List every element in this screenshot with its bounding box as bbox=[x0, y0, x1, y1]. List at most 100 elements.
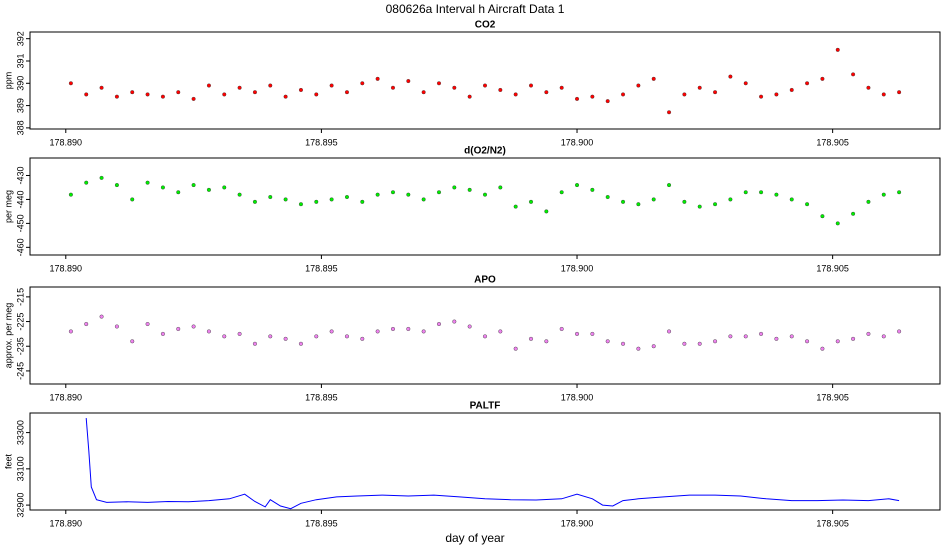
point bbox=[621, 341, 626, 346]
point bbox=[713, 90, 718, 95]
point bbox=[621, 199, 626, 204]
point bbox=[835, 47, 840, 52]
point bbox=[344, 195, 349, 200]
point bbox=[314, 334, 319, 339]
point bbox=[344, 334, 349, 339]
point bbox=[222, 185, 227, 190]
point bbox=[881, 92, 886, 97]
x-tick-label: 178.905 bbox=[816, 518, 849, 528]
point bbox=[759, 331, 764, 336]
point bbox=[298, 202, 303, 207]
point bbox=[99, 314, 104, 319]
point bbox=[789, 197, 794, 202]
point bbox=[222, 334, 227, 339]
x-tick-label: 178.905 bbox=[816, 392, 849, 402]
point bbox=[820, 214, 825, 219]
y-tick-label: 390 bbox=[15, 76, 25, 91]
point bbox=[329, 329, 334, 334]
point bbox=[789, 87, 794, 92]
x-tick-label: 178.900 bbox=[561, 137, 594, 147]
point bbox=[866, 331, 871, 336]
panel-title: d(O2/N2) bbox=[464, 146, 506, 157]
point bbox=[713, 339, 718, 344]
point bbox=[605, 99, 610, 104]
point bbox=[99, 85, 104, 90]
point bbox=[237, 331, 242, 336]
point bbox=[252, 341, 257, 346]
point bbox=[789, 334, 794, 339]
point bbox=[529, 83, 534, 88]
point bbox=[682, 92, 687, 97]
point bbox=[743, 81, 748, 86]
point bbox=[820, 346, 825, 351]
point bbox=[114, 324, 119, 329]
point bbox=[268, 334, 273, 339]
point bbox=[406, 326, 411, 331]
point bbox=[68, 192, 73, 197]
point bbox=[682, 199, 687, 204]
point bbox=[805, 81, 810, 86]
line bbox=[85, 418, 900, 510]
point bbox=[375, 329, 380, 334]
y-tick-label: 33100 bbox=[15, 456, 25, 481]
point bbox=[590, 94, 595, 99]
plot-frame bbox=[29, 286, 941, 385]
point bbox=[835, 339, 840, 344]
point bbox=[145, 322, 150, 327]
plot-frame bbox=[29, 412, 941, 511]
point bbox=[130, 90, 135, 95]
y-tick-label: 391 bbox=[15, 53, 25, 68]
y-tick-label: 392 bbox=[15, 31, 25, 46]
point bbox=[483, 83, 488, 88]
point bbox=[774, 336, 779, 341]
point bbox=[436, 322, 441, 327]
point bbox=[206, 187, 211, 192]
point bbox=[145, 180, 150, 185]
point bbox=[84, 92, 89, 97]
point bbox=[897, 329, 902, 334]
point bbox=[406, 79, 411, 84]
point bbox=[421, 329, 426, 334]
x-tick-label: 178.895 bbox=[305, 137, 338, 147]
point bbox=[114, 94, 119, 99]
y-axis-label: per meg bbox=[3, 190, 13, 223]
point bbox=[529, 336, 534, 341]
x-tick-label: 178.900 bbox=[561, 392, 594, 402]
point bbox=[176, 326, 181, 331]
point bbox=[820, 76, 825, 81]
point bbox=[667, 183, 672, 188]
point bbox=[621, 92, 626, 97]
point bbox=[68, 81, 73, 86]
point bbox=[636, 346, 641, 351]
point bbox=[421, 90, 426, 95]
point bbox=[222, 92, 227, 97]
point bbox=[329, 83, 334, 88]
point bbox=[375, 192, 380, 197]
point bbox=[529, 199, 534, 204]
point bbox=[176, 90, 181, 95]
y-tick-label: -215 bbox=[15, 288, 25, 306]
point bbox=[498, 87, 503, 92]
point bbox=[575, 96, 580, 101]
point bbox=[667, 329, 672, 334]
point bbox=[651, 76, 656, 81]
point bbox=[84, 180, 89, 185]
point bbox=[206, 83, 211, 88]
plot-frame bbox=[29, 31, 941, 130]
point bbox=[145, 92, 150, 97]
point bbox=[713, 202, 718, 207]
point bbox=[835, 221, 840, 226]
point bbox=[283, 336, 288, 341]
x-tick-label: 178.890 bbox=[50, 137, 83, 147]
point bbox=[513, 92, 518, 97]
point bbox=[881, 192, 886, 197]
point bbox=[544, 90, 549, 95]
point bbox=[805, 339, 810, 344]
x-tick-label: 178.890 bbox=[50, 518, 83, 528]
x-tick-label: 178.895 bbox=[305, 392, 338, 402]
point bbox=[759, 94, 764, 99]
point bbox=[774, 92, 779, 97]
x-axis-label: day of year bbox=[445, 531, 504, 545]
point bbox=[544, 339, 549, 344]
